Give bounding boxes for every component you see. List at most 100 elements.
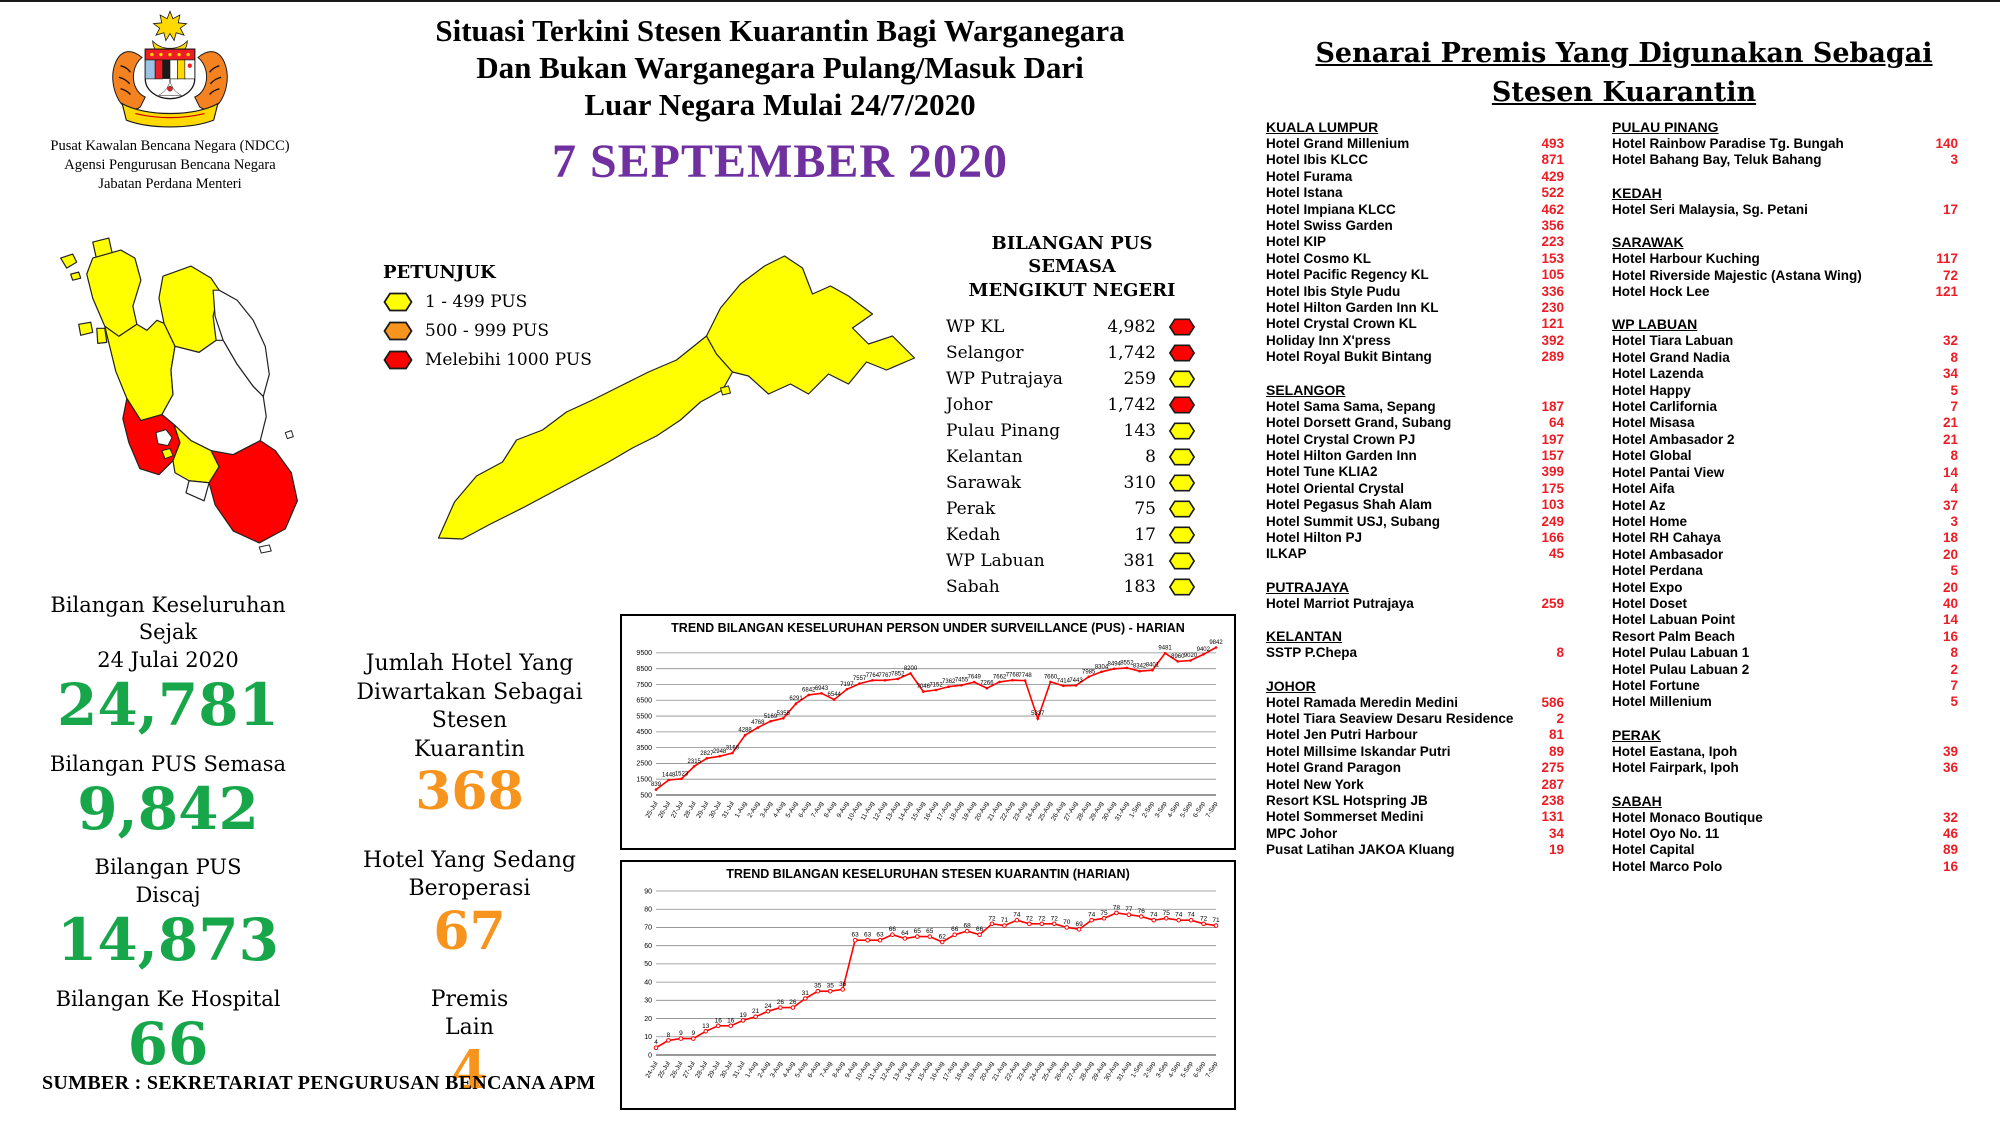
legend-item: Melebihi 1000 PUS [383, 350, 633, 370]
state-pus-table: BILANGAN PUS SEMASA MENGIKUT NEGERI WP KL… [946, 232, 1198, 600]
premises-row: Hotel Summit USJ, Subang 249 [1266, 514, 1564, 530]
premises-row: Hotel Sommerset Medini 131 [1266, 809, 1564, 825]
state-name: Kedah [946, 525, 1001, 546]
svg-text:3160: 3160 [726, 746, 740, 752]
svg-text:60: 60 [644, 943, 652, 950]
svg-text:90: 90 [644, 888, 652, 895]
premises-row: Hotel Swiss Garden 356 [1266, 218, 1564, 234]
svg-text:71: 71 [1001, 917, 1009, 924]
premises-pus-count: 131 [1541, 809, 1564, 825]
premises-name: Hotel Ambasador [1612, 546, 1724, 562]
svg-text:8960: 8960 [1171, 654, 1185, 660]
premises-pus-count: 20 [1942, 546, 1958, 562]
premises-pus-count: 4 [1950, 481, 1958, 497]
svg-text:7152: 7152 [929, 683, 943, 689]
state-pus-count: 259 [1123, 369, 1156, 390]
premises-row: Hotel Impiana KLCC 462 [1266, 202, 1564, 218]
premises-row: Hotel Ambasador 2 21 [1612, 432, 1958, 448]
pus-level-hexagon-icon [1168, 344, 1196, 362]
svg-text:16: 16 [727, 1017, 735, 1024]
premises-name: Hotel Carlifornia [1612, 399, 1718, 415]
state-pus-row: Sabah 183 [946, 574, 1198, 600]
chart-title: TREND BILANGAN KESELURUHAN PERSON UNDER … [671, 621, 1185, 635]
stat-value: 67 [433, 900, 506, 962]
premises-row: SSTP P.Chepa 8 [1266, 645, 1564, 661]
premises-row: Hotel Doset 40 [1612, 596, 1958, 612]
state-langkawi-2 [70, 271, 82, 281]
premises-name: Resort Palm Beach [1612, 628, 1736, 644]
premises-pus-count: 157 [1541, 447, 1564, 463]
svg-text:66: 66 [951, 926, 959, 933]
svg-text:2827: 2827 [700, 751, 714, 757]
state-pus-row: Sarawak 310 [946, 470, 1198, 496]
premises-row: Hotel Carlifornia 7 [1612, 399, 1958, 415]
premises-row: Hotel Fortune 7 [1612, 678, 1958, 694]
svg-text:62: 62 [939, 934, 947, 941]
premises-pus-count: 289 [1541, 349, 1564, 365]
premises-name: Hotel Grand Millenium [1266, 136, 1410, 151]
state-pus-row: WP KL 4,982 [946, 314, 1198, 340]
svg-text:0: 0 [648, 1052, 652, 1059]
premises-pus-count: 462 [1541, 201, 1564, 217]
premises-row: Hotel Furama 429 [1266, 169, 1564, 185]
premises-name: Hotel Global [1612, 448, 1692, 464]
pus-level-hexagon-icon [1168, 396, 1196, 414]
premises-pus-count: 121 [1935, 284, 1958, 300]
svg-text:7767: 7767 [878, 673, 892, 679]
premises-row: Hotel Hilton Garden Inn KL 230 [1266, 300, 1564, 316]
svg-text:8494: 8494 [1108, 661, 1122, 667]
premises-pus-count: 34 [1548, 825, 1564, 841]
state-penang-island [78, 321, 94, 336]
svg-text:7852: 7852 [891, 671, 905, 677]
premises-pus-count: 392 [1541, 332, 1564, 348]
premises-name: Hotel New York [1266, 776, 1364, 792]
svg-text:63: 63 [876, 932, 884, 939]
premises-row: Hotel Jen Putri Harbour 81 [1266, 727, 1564, 743]
premises-pus-count: 21 [1942, 431, 1958, 447]
premises-row: Hotel Pacific Regency KL 105 [1266, 267, 1564, 283]
premises-name: Hotel Fortune [1612, 677, 1700, 693]
premises-pus-count: 103 [1541, 497, 1564, 513]
premises-row: Hotel Marriot Putrajaya 259 [1266, 596, 1564, 612]
pus-level-hexagon-icon [1168, 578, 1196, 596]
premises-row: Hotel Aifa 4 [1612, 481, 1958, 497]
premises-pus-count: 5 [1950, 694, 1958, 710]
svg-text:7500: 7500 [636, 682, 652, 689]
state-pus-row: Selangor 1,742 [946, 340, 1198, 366]
svg-text:69: 69 [1075, 921, 1083, 928]
premises-pus-count: 399 [1541, 464, 1564, 480]
premises-name: Hotel Rainbow Paradise Tg. Bungah [1612, 136, 1844, 151]
premises-pus-count: 493 [1541, 136, 1564, 151]
svg-text:4768: 4768 [751, 720, 765, 726]
legend-item: 1 - 499 PUS [383, 292, 633, 312]
premises-pus-count: 187 [1541, 398, 1564, 414]
state-johor [208, 440, 298, 544]
premises-pus-count: 3 [1950, 513, 1958, 529]
stat-operating-hotels: Hotel Yang Sedang Beroperasi 67 [322, 847, 617, 960]
svg-text:26: 26 [777, 999, 785, 1006]
premises-name: Hotel Millsime Iskandar Putri [1266, 743, 1451, 759]
svg-text:65: 65 [914, 928, 922, 935]
svg-text:1523: 1523 [675, 771, 689, 777]
premises-row: Hotel Dorsett Grand, Subang 64 [1266, 415, 1564, 431]
premises-row: Hotel Expo 20 [1612, 580, 1958, 596]
premises-section: KEDAH Hotel Seri Malaysia, Sg. Petani 17 [1612, 184, 1958, 218]
premises-row: ILKAP 45 [1266, 546, 1564, 562]
svg-text:6500: 6500 [636, 698, 652, 705]
svg-text:78: 78 [1113, 904, 1121, 911]
premises-pus-count: 7 [1950, 399, 1958, 415]
premises-row: Hotel Lazenda 34 [1612, 366, 1958, 382]
state-pus-count: 310 [1123, 473, 1156, 494]
premises-name: Hotel Furama [1266, 168, 1353, 184]
premises-section-heading: KEDAH [1612, 184, 1662, 201]
state-name: Sabah [946, 577, 1000, 598]
svg-text:6943: 6943 [815, 686, 829, 692]
premises-pus-count: 19 [1548, 842, 1564, 858]
svg-text:8552: 8552 [1120, 660, 1134, 666]
premises-row: Hotel Marco Polo 16 [1612, 859, 1958, 875]
svg-text:70: 70 [644, 925, 652, 932]
svg-text:4: 4 [654, 1039, 658, 1046]
premises-pus-count: 5 [1950, 563, 1958, 579]
svg-text:8200: 8200 [904, 666, 918, 672]
state-perak [104, 319, 176, 422]
